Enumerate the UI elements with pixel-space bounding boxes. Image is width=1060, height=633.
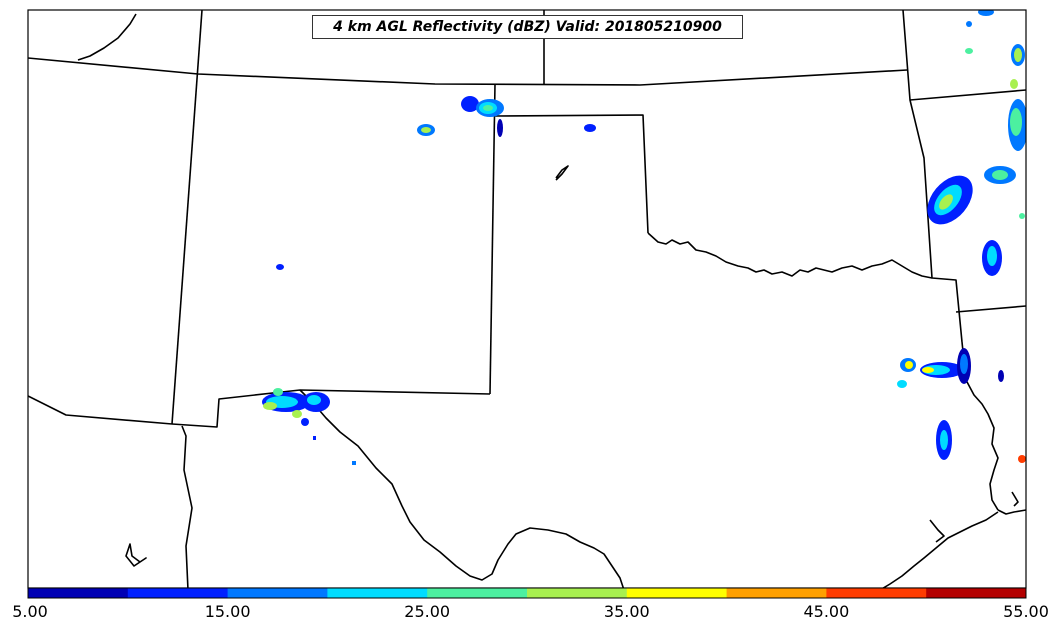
- echo: [1018, 455, 1026, 463]
- echo: [313, 436, 316, 440]
- echo: [461, 96, 479, 112]
- state-border: [28, 57, 908, 86]
- lake: [77, 13, 137, 61]
- colorbar-segment: [28, 588, 129, 598]
- echo: [292, 410, 302, 418]
- colorbar-tick-label: 15.00: [204, 602, 251, 621]
- state-border: [902, 10, 1026, 101]
- echo: [352, 461, 356, 465]
- echo: [1010, 79, 1018, 89]
- lake: [929, 519, 945, 543]
- colorbar-segment: [926, 588, 1027, 598]
- river-border: [961, 341, 999, 511]
- coastline: [997, 509, 1026, 515]
- colorbar-frame: [27, 587, 1027, 599]
- colorbar-segment: [527, 588, 628, 598]
- echo: [1019, 213, 1025, 219]
- lake: [1011, 491, 1019, 507]
- echo: [483, 105, 493, 111]
- state-border: [909, 99, 963, 343]
- map-frame: [27, 9, 1027, 589]
- echo: [276, 264, 284, 270]
- echo: [998, 370, 1004, 382]
- colorbar-segment: [227, 588, 328, 598]
- echo: [1010, 108, 1022, 136]
- state-border: [171, 10, 203, 425]
- state-border: [28, 395, 173, 425]
- map-title: 4 km AGL Reflectivity (dBZ) Valid: 20180…: [312, 15, 743, 39]
- river-border: [299, 389, 625, 588]
- colorbar-segment: [327, 588, 428, 598]
- echo: [307, 395, 321, 405]
- colorbar-segment: [726, 588, 827, 598]
- echo: [960, 354, 968, 374]
- state-border: [171, 389, 491, 428]
- echo: [992, 170, 1008, 180]
- colorbar-tick-label: 45.00: [803, 602, 850, 621]
- echo: [987, 246, 997, 266]
- colorbar: [28, 588, 1027, 598]
- echo: [940, 430, 948, 450]
- colorbar-segment: [826, 588, 927, 598]
- echo: [922, 367, 934, 373]
- colorbar-segment: [427, 588, 528, 598]
- echo: [301, 418, 309, 426]
- echo: [421, 127, 431, 133]
- coastline: [881, 511, 999, 588]
- state-border: [955, 305, 1026, 313]
- state-border: [494, 114, 649, 234]
- echo: [905, 361, 913, 369]
- colorbar-segment: [626, 588, 728, 598]
- echo: [966, 21, 972, 27]
- echo: [897, 380, 907, 388]
- echo: [273, 388, 283, 396]
- colorbar-tick-label: 25.00: [404, 602, 451, 621]
- echo: [939, 194, 953, 210]
- echo: [584, 124, 596, 132]
- echo: [1014, 48, 1022, 62]
- lake: [555, 165, 569, 181]
- state-border: [489, 83, 496, 395]
- echo: [263, 402, 277, 410]
- border: [181, 425, 193, 588]
- echo: [497, 119, 503, 137]
- colorbar-tick-label: 55.00: [1003, 602, 1049, 621]
- colorbar-tick-label: 35.00: [603, 602, 650, 621]
- echo: [978, 10, 994, 16]
- colorbar-segment: [127, 588, 229, 598]
- colorbar-tick-label: 5.00: [12, 602, 48, 621]
- river-border: [647, 232, 933, 279]
- lake: [125, 543, 147, 567]
- echo: [965, 48, 973, 54]
